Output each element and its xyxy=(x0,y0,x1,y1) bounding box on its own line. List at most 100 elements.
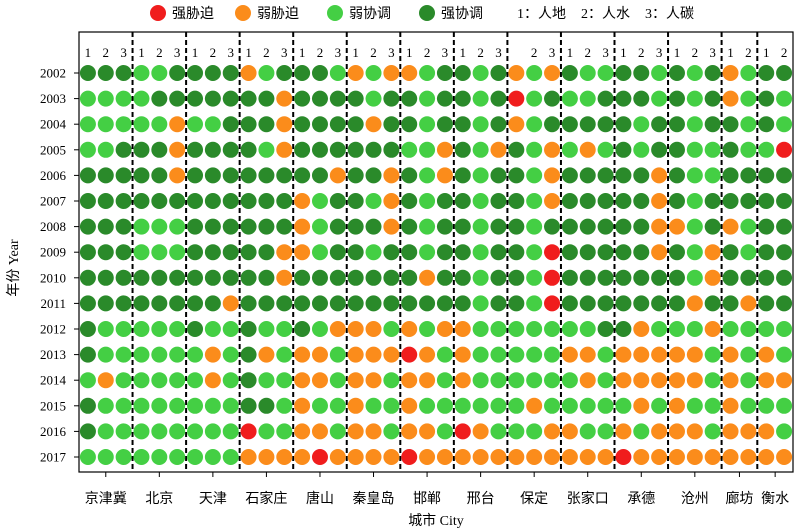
dot-2014-group1-col1 xyxy=(79,372,96,389)
dot-2010-group3-col2 xyxy=(204,269,221,286)
dot-2010-group11-col1 xyxy=(615,269,632,286)
dot-2007-group9-col2 xyxy=(526,193,543,209)
dot-2017-group12-col2 xyxy=(686,449,703,465)
dot-2012-group11-col3 xyxy=(651,321,668,337)
dot-2007-group11-col1 xyxy=(615,193,632,209)
dot-2012-group8-col3 xyxy=(490,321,507,337)
column-index-label: 3 xyxy=(602,45,609,60)
dot-2014-group6-col2 xyxy=(365,372,382,389)
dot-2014-group7-col3 xyxy=(436,372,453,389)
dot-2011-group11-col3 xyxy=(651,295,668,312)
dot-2009-group2-col3 xyxy=(169,244,186,261)
dot-2012-group5-col2 xyxy=(311,321,328,337)
dot-2017-group13-col1 xyxy=(722,449,739,465)
dot-2006-group14-col2 xyxy=(776,167,793,184)
dot-2017-group10-col1 xyxy=(561,449,578,465)
column-index-label: 2 xyxy=(638,45,645,60)
dot-2017-group9-col3 xyxy=(544,449,561,465)
column-index-label: 1 xyxy=(674,45,681,60)
dot-2010-group2-col2 xyxy=(151,269,168,286)
dot-2016-group9-col2 xyxy=(526,423,543,440)
column-index-label: 2 xyxy=(156,45,163,60)
dot-2002-group7-col1 xyxy=(401,65,418,81)
dot-2011-group3-col1 xyxy=(187,295,204,312)
dot-2004-group11-col1 xyxy=(615,116,632,133)
dot-2016-group12-col3 xyxy=(704,423,721,440)
dot-2009-group6-col3 xyxy=(383,244,400,261)
column-index-label: 3 xyxy=(388,45,395,60)
dot-2016-group1-col1 xyxy=(79,423,96,440)
dot-2017-group8-col3 xyxy=(490,449,507,465)
dot-2002-group11-col1 xyxy=(615,65,632,81)
y-tick-label-2008: 2008 xyxy=(40,219,66,234)
dot-2006-group12-col3 xyxy=(704,167,721,184)
dot-2006-group14-col1 xyxy=(758,167,775,184)
dot-2009-group5-col2 xyxy=(311,244,328,261)
dot-2007-group6-col1 xyxy=(347,193,364,209)
dot-2009-group5-col3 xyxy=(329,244,346,261)
legend-swatch-weak-stress xyxy=(235,5,251,21)
dot-2002-group12-col1 xyxy=(668,65,685,81)
dot-2006-group5-col1 xyxy=(294,167,311,184)
dot-2006-group1-col2 xyxy=(97,167,114,184)
dot-2011-group4-col3 xyxy=(276,295,293,312)
y-axis: 2002 2003 2004 2005 2006 2007 2008 2009 2010 2011… xyxy=(40,66,79,465)
dot-2003-group12-col2 xyxy=(686,90,703,107)
dot-2009-group12-col2 xyxy=(686,244,703,261)
dot-2003-group5-col2 xyxy=(311,90,328,107)
dot-2007-group13-col2 xyxy=(740,193,757,209)
dot-2003-group9-col2 xyxy=(526,90,543,107)
dot-2005-group11-col2 xyxy=(633,141,650,158)
dot-2005-group9-col1 xyxy=(508,141,525,158)
dot-2002-group8-col2 xyxy=(472,65,489,81)
dot-2007-group2-col2 xyxy=(151,193,168,209)
dot-2006-group3-col2 xyxy=(204,167,221,184)
dot-2017-group14-col2 xyxy=(776,449,793,465)
dot-2013-group10-col2 xyxy=(579,346,596,363)
dot-2015-group14-col1 xyxy=(758,397,775,414)
dot-2008-group1-col2 xyxy=(97,218,114,235)
y-tick-label-2005: 2005 xyxy=(40,142,66,157)
dot-2014-group4-col1 xyxy=(240,372,257,389)
dot-2013-group12-col1 xyxy=(668,346,685,363)
column-index-label: 2 xyxy=(531,45,538,60)
dot-2006-group7-col2 xyxy=(419,167,436,184)
dot-2005-group3-col2 xyxy=(204,141,221,158)
dot-2007-group10-col1 xyxy=(561,193,578,209)
dot-2012-group14-col1 xyxy=(758,321,775,337)
dot-2002-group5-col3 xyxy=(329,65,346,81)
dot-2006-group10-col2 xyxy=(579,167,596,184)
legend: 强胁迫 弱胁迫 弱协调 强协调 1：人地 2：人水 3：人碳 xyxy=(150,5,694,22)
dot-2002-group9-col3 xyxy=(544,65,561,81)
dot-2009-group12-col1 xyxy=(668,244,685,261)
dot-2010-group2-col3 xyxy=(169,269,186,286)
dot-2014-group11-col3 xyxy=(651,372,668,389)
column-index-label: 3 xyxy=(120,45,127,60)
y-tick-label-2002: 2002 xyxy=(40,66,66,81)
dot-2013-group2-col1 xyxy=(133,346,150,363)
dot-2003-group4-col2 xyxy=(258,90,275,107)
dot-2012-group4-col3 xyxy=(276,321,293,337)
dot-2005-group14-col1 xyxy=(758,141,775,158)
dot-2015-group8-col1 xyxy=(454,397,471,414)
dot-2004-group6-col3 xyxy=(383,116,400,133)
dot-2005-group5-col2 xyxy=(311,141,328,158)
dot-2005-group4-col3 xyxy=(276,141,293,158)
dot-2009-group6-col2 xyxy=(365,244,382,261)
dot-2011-group12-col3 xyxy=(704,295,721,312)
dot-2005-group2-col2 xyxy=(151,141,168,158)
dot-2006-group7-col3 xyxy=(436,167,453,184)
dot-2007-group1-col1 xyxy=(79,193,96,209)
dot-2014-group14-col1 xyxy=(758,372,775,389)
dot-2013-group4-col3 xyxy=(276,346,293,363)
dot-2010-group1-col2 xyxy=(97,269,114,286)
dot-2017-group9-col2 xyxy=(526,449,543,465)
dot-2015-group9-col2 xyxy=(526,397,543,414)
column-index-label: 3 xyxy=(495,45,502,60)
dot-2016-group11-col3 xyxy=(651,423,668,440)
legend-label-strong-coordination: 强协调 xyxy=(441,6,483,22)
dot-2005-group5-col3 xyxy=(329,141,346,158)
dot-2010-group13-col2 xyxy=(740,269,757,286)
dot-2013-group11-col2 xyxy=(633,346,650,363)
